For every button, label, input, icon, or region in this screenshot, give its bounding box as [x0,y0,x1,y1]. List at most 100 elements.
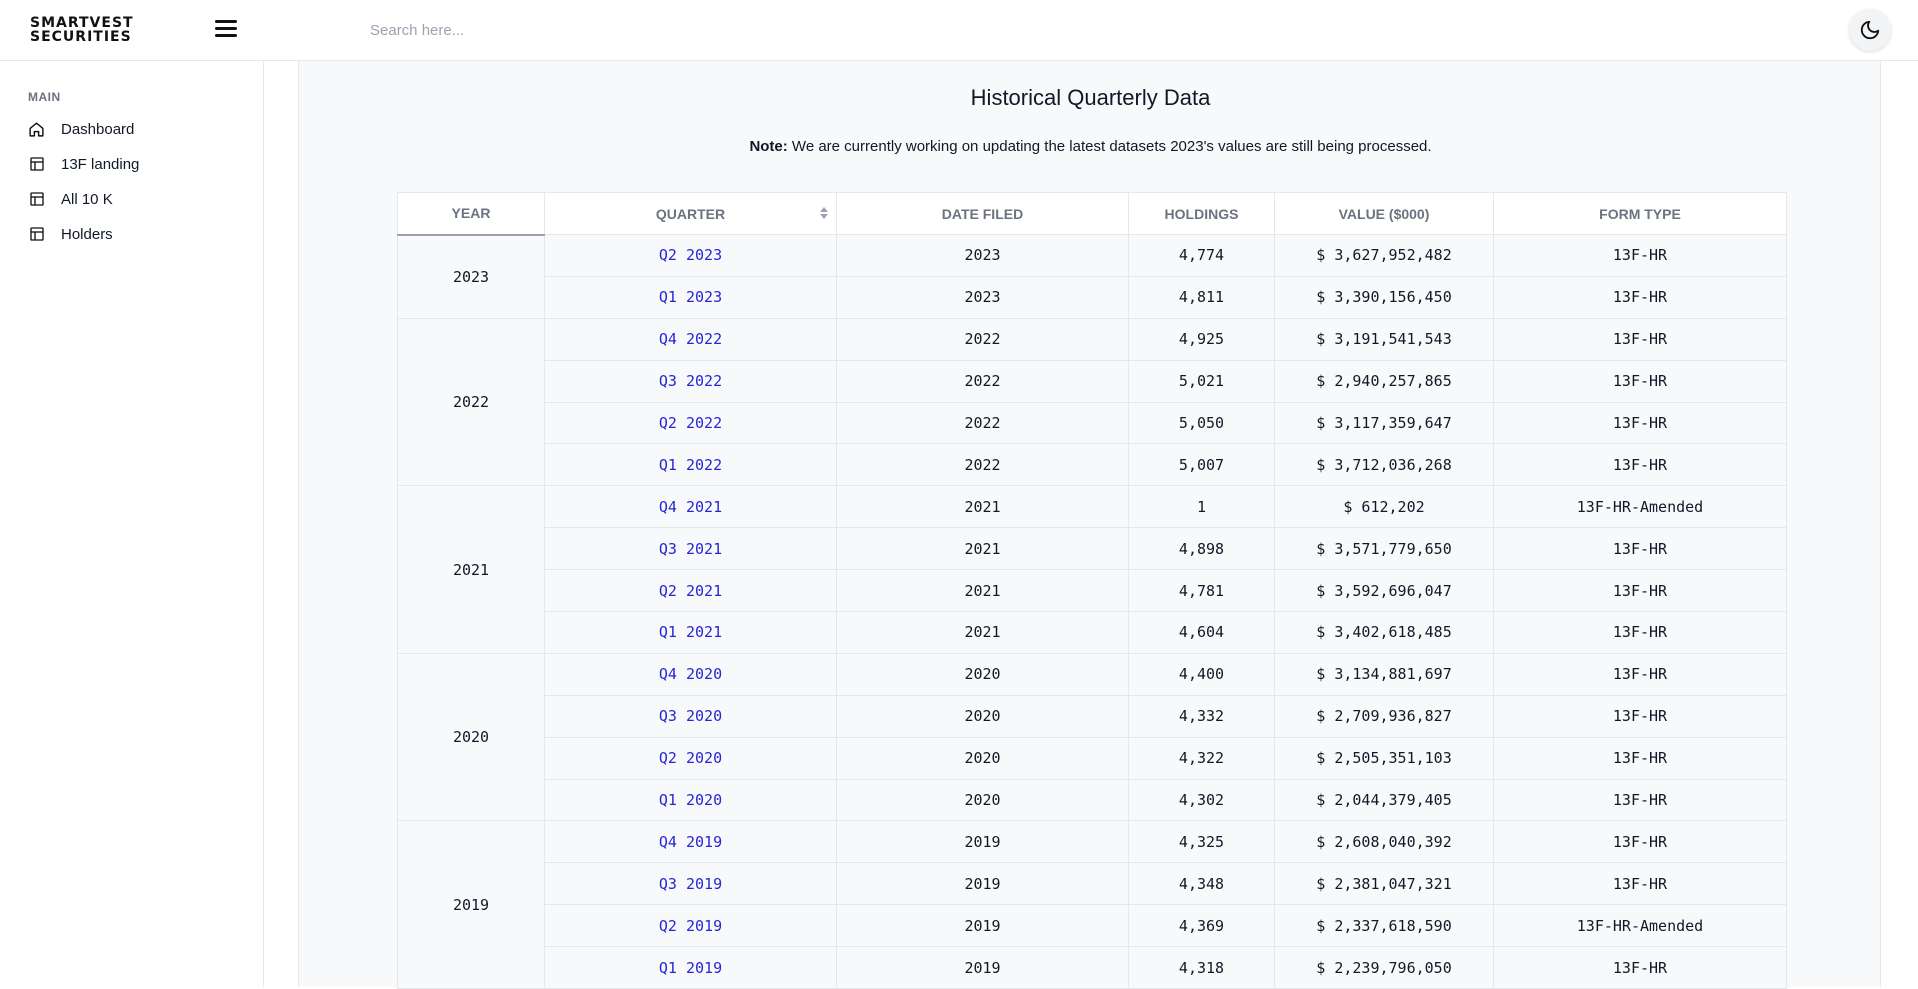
quarter-link[interactable]: Q1 2020 [544,778,837,822]
date-filed-cell: 2022 [836,359,1129,403]
sidebar-item-all-10k[interactable]: All 10 K [28,187,113,211]
column-header-quarter[interactable]: QUARTER [544,192,837,235]
quarter-link[interactable]: Q1 2019 [544,946,837,989]
table-body: 2023 Q2 2023 2023 4,774 $ 3,627,952,482 13F-H… [397,234,1787,989]
value-cell: $ 2,044,379,405 [1274,778,1494,822]
value-cell: $ 3,134,881,697 [1274,652,1494,696]
search-input[interactable] [360,14,1260,46]
page-title: Historical Quarterly Data [970,85,1211,110]
note-body: We are currently working on updating the… [787,138,1432,155]
quarter-link[interactable]: Q3 2020 [544,694,837,738]
table-icon [28,191,45,208]
menu-icon[interactable] [215,19,237,37]
holdings-cell: 4,774 [1128,234,1275,277]
quarter-link[interactable]: Q2 2022 [544,401,837,445]
sidebar: MAIN Dashboard 13F landing All 10 K Hold… [0,61,264,987]
sort-icon[interactable] [820,207,828,219]
moon-icon [1860,20,1880,40]
note-text: Note: We are currently working on updati… [299,138,1882,155]
value-cell: $ 3,571,779,650 [1274,527,1494,571]
holdings-cell: 4,400 [1128,652,1275,696]
value-cell: $ 2,337,618,590 [1274,904,1494,948]
table-row: Q3 2022 2022 5,021 $ 2,940,257,865 13F-HR [398,359,1787,403]
form-type-cell: 13F-HR-Amended [1493,904,1787,948]
date-filed-cell: 2021 [836,569,1129,613]
form-type-cell: 13F-HR [1493,862,1787,906]
logo[interactable]: SMARTVEST SECURITIES [30,16,134,44]
quarter-link[interactable]: Q3 2021 [544,527,837,571]
table-row: Q1 2021 2021 4,604 $ 3,402,618,485 13F-HR [398,611,1787,654]
year-cell: 2022 [397,317,545,487]
date-filed-cell: 2019 [836,946,1129,989]
date-filed-cell: 2021 [836,611,1129,654]
quarter-link[interactable]: Q2 2023 [544,234,837,277]
value-cell: $ 3,627,952,482 [1274,234,1494,277]
quarter-link[interactable]: Q3 2022 [544,359,837,403]
holdings-cell: 4,369 [1128,904,1275,948]
column-header-holdings[interactable]: HOLDINGS [1128,192,1275,235]
table-row: 2019 Q4 2019 2019 4,325 $ 2,608,040,392 13F-H… [397,820,1787,989]
note-label: Note: [749,138,788,155]
quarter-link[interactable]: Q1 2021 [544,611,837,654]
sidebar-item-dashboard[interactable]: Dashboard [28,117,134,141]
column-header-value[interactable]: VALUE ($000) [1274,192,1494,235]
sidebar-item-holders[interactable]: Holders [28,222,113,246]
date-filed-cell: 2021 [836,485,1129,529]
quarter-link[interactable]: Q2 2020 [544,736,837,780]
form-type-cell: 13F-HR [1493,820,1787,864]
table-row: Q2 2019 2019 4,369 $ 2,337,618,590 13F-HR-Am… [398,904,1787,948]
holdings-cell: 4,925 [1128,317,1275,361]
form-type-cell: 13F-HR [1493,317,1787,361]
quarter-link[interactable]: Q2 2019 [544,904,837,948]
sidebar-item-label: All 10 K [61,190,113,208]
holdings-cell: 4,348 [1128,862,1275,906]
logo-line-1: SMARTVEST [30,15,134,31]
holdings-cell: 5,050 [1128,401,1275,445]
holdings-cell: 4,781 [1128,569,1275,613]
quarter-link[interactable]: Q4 2019 [544,820,837,864]
dark-mode-toggle[interactable] [1849,9,1891,51]
table-row: Q1 2020 2020 4,302 $ 2,044,379,405 13F-HR [398,778,1787,822]
home-icon [28,121,45,138]
top-bar: SMARTVEST SECURITIES [0,0,1918,61]
column-header-form-type[interactable]: FORM TYPE [1493,192,1787,235]
column-header-date-filed[interactable]: DATE FILED [836,192,1129,235]
quarter-link[interactable]: Q4 2021 [544,485,837,529]
table-row: Q2 2021 2021 4,781 $ 3,592,696,047 13F-HR [398,569,1787,613]
quarter-link[interactable]: Q1 2022 [544,443,837,487]
form-type-cell: 13F-HR [1493,946,1787,989]
form-type-cell: 13F-HR-Amended [1493,485,1787,529]
column-header-year[interactable]: YEAR [397,192,545,236]
date-filed-cell: 2021 [836,527,1129,571]
quarter-link[interactable]: Q4 2020 [544,652,837,696]
date-filed-cell: 2022 [836,443,1129,487]
quarterly-data-table: YEAR QUARTER DATE FILED HOLDINGS VALUE (… [397,192,1787,989]
logo-line-2: SECURITIES [30,29,132,45]
holdings-cell: 4,898 [1128,527,1275,571]
holdings-cell: 4,318 [1128,946,1275,989]
table-row: Q3 2020 2020 4,332 $ 2,709,936,827 13F-HR [398,694,1787,738]
table-row: 2022 Q4 2022 2022 4,925 $ 3,191,541,543 13F-H… [397,317,1787,487]
table-row: Q3 2019 2019 4,348 $ 2,381,047,321 13F-HR [398,862,1787,906]
form-type-cell: 13F-HR [1493,359,1787,403]
form-type-cell: 13F-HR [1493,527,1787,571]
form-type-cell: 13F-HR [1493,778,1787,822]
sidebar-item-13f-landing[interactable]: 13F landing [28,152,139,176]
table-row: Q2 2022 2022 5,050 $ 3,117,359,647 13F-HR [398,401,1787,445]
date-filed-cell: 2020 [836,778,1129,822]
table-row: Q1 2019 2019 4,318 $ 2,239,796,050 13F-HR [398,946,1787,989]
holdings-cell: 5,021 [1128,359,1275,403]
date-filed-cell: 2019 [836,820,1129,864]
quarter-link[interactable]: Q4 2022 [544,317,837,361]
form-type-cell: 13F-HR [1493,694,1787,738]
quarter-link[interactable]: Q3 2019 [544,862,837,906]
holdings-cell: 5,007 [1128,443,1275,487]
value-cell: $ 3,712,036,268 [1274,443,1494,487]
table-row: Q3 2021 2021 4,898 $ 3,571,779,650 13F-HR [398,527,1787,571]
table-row: Q1 2022 2022 5,007 $ 3,712,036,268 13F-HR [398,443,1787,487]
quarter-link[interactable]: Q1 2023 [544,275,837,319]
quarter-link[interactable]: Q2 2021 [544,569,837,613]
form-type-cell: 13F-HR [1493,611,1787,654]
value-cell: $ 2,239,796,050 [1274,946,1494,989]
sidebar-item-label: Dashboard [61,120,135,138]
